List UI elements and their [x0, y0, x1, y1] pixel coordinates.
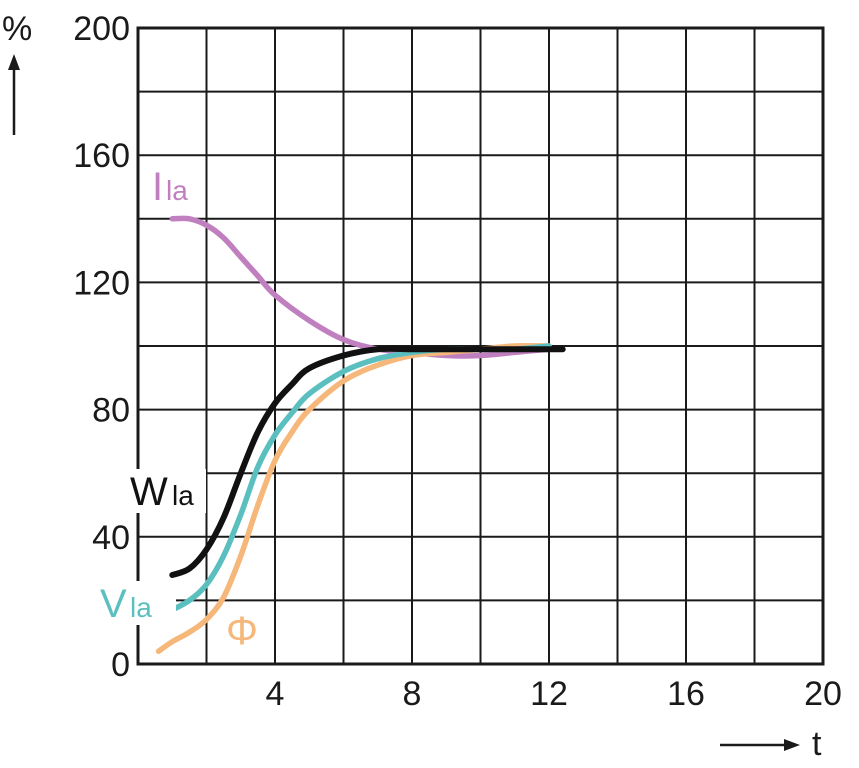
series-line-v-la [169, 343, 552, 613]
series-label-name: I [152, 165, 163, 209]
series-label-name: V [100, 582, 127, 626]
series-label-background [126, 469, 206, 513]
series-label-background [96, 581, 176, 625]
series-label-subscript: la [130, 592, 152, 623]
series-label-phi: Φ [226, 609, 258, 653]
series-layer [155, 215, 566, 655]
series-line-w-la [169, 345, 566, 578]
x-axis-label-group: t [720, 725, 822, 763]
series-label-name: W [130, 470, 168, 514]
chart-grid [138, 28, 823, 664]
x-axis-label: t [812, 725, 822, 763]
y-tick-label: 80 [92, 392, 130, 430]
series-label-name: Φ [226, 609, 258, 653]
series-line-i-la [169, 215, 552, 359]
y-tick-label: 120 [73, 264, 130, 302]
x-tick-label: 12 [530, 675, 568, 713]
series-line-phi [155, 343, 552, 655]
y-tick-labels: 0 40 80 120 160 200 [73, 10, 130, 684]
x-tick-label: 4 [266, 675, 285, 713]
x-tick-label: 8 [403, 675, 422, 713]
y-axis-label-group: % [2, 10, 32, 135]
y-axis-label: % [2, 10, 32, 48]
x-tick-labels: 4 8 12 16 20 [266, 675, 842, 713]
x-axis-arrow-head [784, 739, 800, 751]
plot-frame [136, 26, 825, 666]
series-label-subscript: la [172, 480, 194, 511]
y-axis-arrow-head [8, 54, 20, 70]
x-tick-label: 20 [804, 675, 842, 713]
y-tick-label: 0 [111, 646, 130, 684]
x-tick-label: 16 [667, 675, 705, 713]
y-tick-label: 200 [73, 10, 130, 48]
series-label-subscript: la [166, 175, 188, 206]
y-tick-label: 160 [73, 137, 130, 175]
y-tick-label: 40 [92, 519, 130, 557]
